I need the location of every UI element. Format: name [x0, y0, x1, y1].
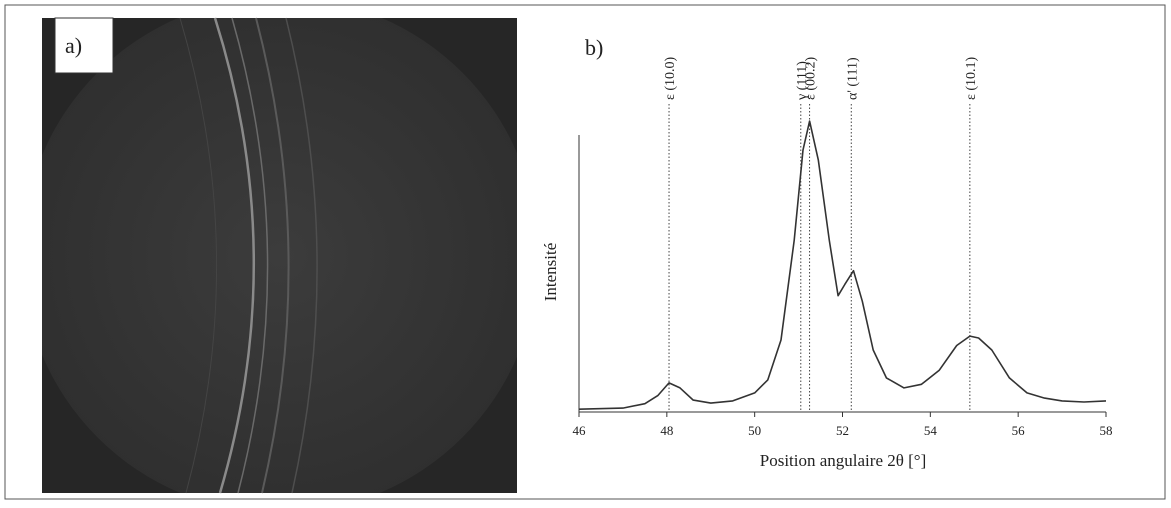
diffraction-image: a) [42, 17, 517, 494]
annotation-label: ε (10.1) [964, 56, 979, 100]
diffraction-rings [179, 17, 318, 494]
intensity-line [578, 120, 1107, 410]
x-tick-label: 50 [748, 423, 761, 438]
y-axis-label: Intensité [541, 243, 560, 302]
x-tick-label: 46 [573, 423, 587, 438]
detector-disk [42, 18, 517, 493]
annotation-label: ε (10.0) [663, 56, 678, 100]
panel-label-box [54, 17, 114, 74]
figure-border [4, 4, 1166, 500]
plot: 46 48 50 52 54 56 58 ε (10.0) γ (111)ε (00.2) α' … [573, 56, 1113, 438]
x-tick-label: 56 [1012, 423, 1026, 438]
x-tick-label: 58 [1100, 423, 1113, 438]
panel-label: a) [65, 33, 82, 58]
x-tick-label: 48 [660, 423, 673, 438]
x-axis-label: Position angulaire 2θ [°] [760, 451, 927, 470]
panel-label: b) [585, 35, 603, 60]
annotation-label: ε (00.2) [804, 56, 819, 100]
annotation-label: α' (111) [845, 57, 860, 100]
annotation-label: γ (111) [795, 61, 810, 101]
x-tick-label: 52 [836, 423, 849, 438]
x-tick-label: 54 [924, 423, 938, 438]
